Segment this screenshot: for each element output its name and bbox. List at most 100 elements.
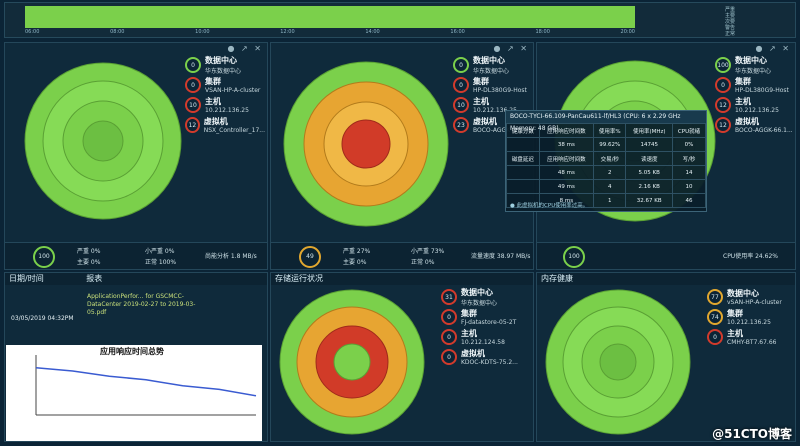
tooltip-row: 8 ms 1 32.67 KB 46 (506, 193, 706, 208)
legend-sub[interactable]: 华东数据中心 (461, 300, 498, 307)
legend-sub[interactable]: HP-DL380G9-Host (473, 87, 527, 94)
legend-label: 集群 (473, 77, 489, 86)
legend-sub[interactable]: 10.212.136.25 (727, 319, 771, 326)
legend-label: 虚拟机 (203, 117, 228, 126)
tooltip-row: 磁盘延迟 应用响应时间数 交易/秒 读速度 写/秒 (506, 151, 706, 166)
count: 0 (185, 57, 201, 73)
tooltip-row: 48 ms 2 5.05 KB 14 (506, 165, 706, 180)
legend-sub[interactable]: NSX_Controller_17... (203, 127, 265, 134)
stat: 正常 100% (145, 259, 177, 266)
hierarchy-legend: 100 数据中心 华东数据中心 0 集群 HP-DL380G9-Host 12 主机 10.… (715, 55, 795, 135)
tick: 08:00 (110, 29, 125, 35)
legend-sub[interactable]: KDOC-KDTS-75.2... (461, 359, 518, 366)
count: 0 (453, 57, 469, 73)
legend-sub[interactable]: 10.212.136.25 (735, 107, 779, 114)
legend-minor: 次要 (725, 19, 736, 25)
report-date: 03/05/2019 04:32PM (11, 315, 74, 322)
count: 23 (453, 117, 469, 133)
status-bar: 49 严重 27% 小严重 73% 主要 0% 正常 0% 流量速度 38.97… (271, 242, 533, 269)
legend-label: 数据中心 (461, 288, 493, 297)
tooltip-cell: 应用响应时间数 (538, 151, 595, 166)
legend-sub[interactable]: BOCO-AGGK-66.1... (735, 127, 793, 134)
legend-sub[interactable]: 10.212.136.25 (473, 107, 517, 114)
legend-sub[interactable]: FJ-datastore-05-2T (461, 319, 517, 326)
tooltip-cell (506, 137, 540, 152)
stat: 小严重 0% (145, 248, 175, 255)
timeline-ticks: 06:00 08:00 10:00 12:00 14:00 16:00 18:0… (25, 29, 635, 37)
legend-sub[interactable]: CMHY-BT7.67.66 (727, 339, 777, 346)
header-report: 报表 (86, 274, 103, 283)
legend-critical: 严重 (725, 7, 736, 13)
legend-label: 虚拟机 (473, 117, 497, 126)
sunburst-chart[interactable] (277, 287, 427, 437)
sunburst-chart[interactable] (543, 287, 693, 437)
tick: 20:00 (620, 29, 635, 35)
tooltip-alert: ● 此虚拟机的CPU使用率过高。 (510, 203, 589, 209)
tooltip-cell: 4 (593, 179, 627, 194)
tick: 10:00 (195, 29, 210, 35)
count: 12 (715, 117, 731, 133)
tick: 12:00 (280, 29, 295, 35)
hierarchy-legend: 0 数据中心 华东数据中心 0 集群 HP-DL380G9-Host 10 主机 10.21… (453, 55, 533, 135)
count: 31 (441, 289, 457, 305)
panel-storage: 存储运行状况 31 数据中心 华东数据中心 0 集群 FJ-datastore-05-2… (270, 272, 534, 442)
legend-major: 主要 (725, 13, 736, 19)
tooltip-cell: 5.05 KB (625, 165, 673, 180)
window-controls[interactable]: ● ↗ ✕ (755, 44, 791, 53)
timeline-strip[interactable] (25, 6, 635, 28)
legend-sub[interactable]: 华东数据中心 (735, 68, 772, 75)
legend-sub[interactable]: 10.212.124.58 (461, 339, 505, 346)
response-time-chart (6, 345, 262, 441)
panel-vm-health-1: ● ↗ ✕ 0 数据中心华东数据中心 0 集群 VSAN-HP-A-cluster 1… (4, 42, 268, 270)
legend-label: 数据中心 (735, 56, 767, 65)
tick: 16:00 (450, 29, 465, 35)
tooltip-cell: 48 ms (538, 165, 595, 180)
tooltip-cell: 32.67 KB (625, 193, 673, 208)
tooltip-cell: CPU就绪 (672, 123, 706, 138)
tooltip-cell (506, 179, 540, 194)
count: 12 (185, 117, 200, 133)
legend-sub[interactable]: BOCO-AGGK-... (473, 127, 518, 134)
stat: 正常 0% (411, 259, 435, 266)
legend-label: 集群 (727, 309, 743, 318)
legend-label: 主机 (473, 97, 489, 106)
tooltip-cell: 1 (593, 193, 627, 208)
stat: 严重 27% (343, 248, 371, 255)
legend-sub[interactable]: vSAN-HP-A-cluster (727, 299, 782, 306)
health-badge: 100 (563, 246, 585, 268)
legend-normal: 正常 (725, 31, 736, 37)
timeline: 06:00 08:00 10:00 12:00 14:00 16:00 18:0… (4, 2, 796, 38)
legend-label: 集群 (205, 77, 221, 86)
tooltip-cell: 写/秒 (672, 151, 706, 166)
tooltip-cell: 14745 (625, 137, 673, 152)
legend-sub[interactable]: HP-DL380G9-Host (735, 87, 789, 94)
tick: 06:00 (25, 29, 40, 35)
health-badge: 49 (299, 246, 321, 268)
stat: 严重 0% (77, 248, 101, 255)
stat: 流量速度 38.97 MB/s (471, 253, 531, 260)
count: 77 (707, 289, 723, 305)
tooltip-cell: 38 ms (538, 137, 595, 152)
legend-label: 虚拟机 (735, 117, 759, 126)
watermark: @51CTO博客 (712, 427, 792, 441)
hierarchy-legend: 31 数据中心 华东数据中心 0 集群 FJ-datastore-05-2T 0 主机 10… (441, 287, 531, 367)
tooltip-cell: 14 (672, 165, 706, 180)
legend-sub[interactable]: 华东数据中心 (473, 68, 510, 75)
legend-sub[interactable]: VSAN-HP-A-cluster (205, 87, 261, 94)
tooltip-cell (506, 165, 540, 180)
legend-label: 主机 (205, 97, 221, 106)
tooltip-cell: 0% (672, 137, 706, 152)
panel-title: 内存健康 (537, 273, 795, 285)
window-controls[interactable]: ● ↗ ✕ (227, 44, 263, 53)
count: 0 (185, 77, 201, 93)
sunburst-chart[interactable] (281, 59, 451, 229)
legend-label: 数据中心 (727, 289, 759, 298)
stat: 小严重 73% (411, 248, 445, 255)
legend-sub[interactable]: 华东数据中心 (205, 68, 242, 75)
tooltip-title: BOCO-TYCI-66.109-PanCau611-lf/HL3 (CPU: … (506, 111, 706, 132)
window-controls[interactable]: ● ↗ ✕ (493, 44, 529, 53)
sunburst-chart[interactable] (23, 61, 183, 221)
report-file-link[interactable]: ApplicationPerfor... for GSCMCC-DataCent… (87, 293, 196, 316)
legend-sub[interactable]: 10.212.136.25 (205, 107, 249, 114)
legend-label: 数据中心 (205, 56, 237, 65)
